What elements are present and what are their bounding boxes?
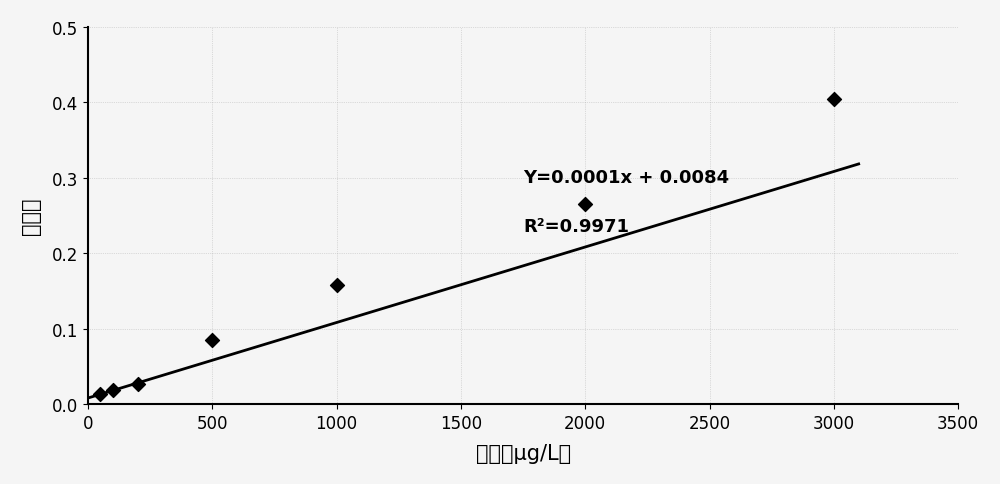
Point (92, 390, 108, 398)
Point (204, 336, 220, 344)
Point (826, 96, 842, 104)
Text: Y=0.0001x + 0.0084: Y=0.0001x + 0.0084 (523, 168, 729, 186)
Point (577, 201, 593, 209)
Point (329, 282, 345, 289)
Point (105, 386, 121, 394)
X-axis label: 浓度（μg/L）: 浓度（μg/L） (476, 443, 571, 463)
Y-axis label: 响应値: 响应値 (21, 197, 41, 235)
Text: R²=0.9971: R²=0.9971 (523, 217, 629, 235)
Point (130, 380, 146, 388)
